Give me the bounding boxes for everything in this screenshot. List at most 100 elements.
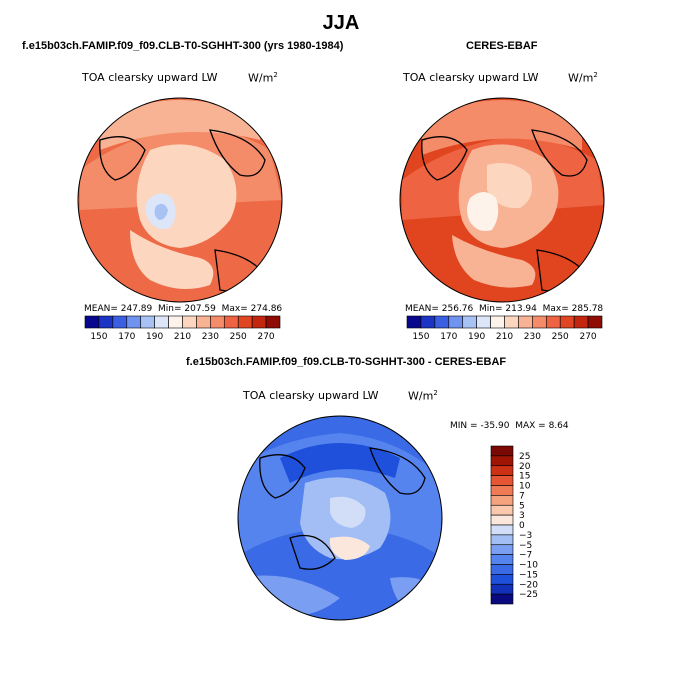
- colorbar-3-tick-label: 3: [519, 511, 525, 521]
- colorbar-1-swatch: [140, 315, 155, 329]
- colorbar-1-swatch: [237, 315, 253, 329]
- colorbar-2-tick-label: 210: [496, 332, 513, 342]
- colorbar-2-swatch: [490, 315, 505, 329]
- colorbar-1-swatch: [98, 315, 114, 329]
- colorbar-3-tick-label: −7: [519, 551, 532, 561]
- colorbar-3-swatch: [490, 544, 514, 555]
- map-border: [399, 97, 605, 303]
- panel-2-units: W/m2: [568, 71, 598, 85]
- colorbar-1-swatch: [210, 315, 225, 329]
- panel-1-title: f.e15b03ch.FAMIP.f09_f09.CLB-T0-SGHHT-30…: [22, 40, 344, 52]
- colorbar-3-swatch: [490, 475, 514, 486]
- colorbar-3-swatch: [490, 445, 514, 457]
- colorbar-3-tick-label: 5: [519, 501, 525, 511]
- colorbar-3-tick-label: 25: [519, 452, 530, 462]
- panel-3-units: W/m2: [408, 389, 438, 403]
- panel-2-stats: MEAN= 256.76 Min= 213.94 Max= 285.78: [405, 304, 604, 314]
- colorbar-1-swatch: [168, 315, 183, 329]
- colorbar-1-swatch: [154, 315, 169, 329]
- panel-2-colorbar: 150170190210230250270290: [406, 315, 603, 342]
- colorbar-3-swatch: [490, 514, 514, 526]
- colorbar-1-tick-label: 170: [118, 332, 135, 342]
- panel-3-stats: MIN = -35.90 MAX = 8.64: [450, 421, 569, 431]
- colorbar-2-swatch: [406, 315, 422, 329]
- panel-3-map: [237, 415, 443, 621]
- colorbar-3-swatch: [490, 465, 514, 476]
- colorbar-1-swatch: [196, 315, 211, 329]
- map-border: [237, 415, 443, 621]
- colorbar-1-tick-label: 210: [174, 332, 191, 342]
- colorbar-2-swatch: [518, 315, 533, 329]
- panel-1-map: [77, 97, 283, 303]
- colorbar-3-swatch: [490, 524, 514, 536]
- colorbar-3-tick-label: −5: [519, 541, 532, 551]
- colorbar-2-swatch: [462, 315, 477, 329]
- colorbar-2-swatch: [420, 315, 436, 329]
- panel-1-units: W/m2: [248, 71, 278, 85]
- panel-1-stats: MEAN= 247.89 Min= 207.59 Max= 274.86: [84, 304, 283, 314]
- colorbar-1-tick-label: 190: [146, 332, 163, 342]
- colorbar-3-swatch: [490, 583, 514, 595]
- colorbar-3-swatch: [490, 534, 514, 546]
- colorbar-2-swatch: [559, 315, 575, 329]
- colorbar-2-swatch: [476, 315, 491, 329]
- arctic-core: [487, 162, 533, 209]
- coastlines: [259, 447, 426, 570]
- region-b: [452, 235, 536, 288]
- colorbar-2-swatch: [545, 315, 561, 329]
- panel-2-title: CERES-EBAF: [466, 40, 538, 52]
- colorbar-3-tick-label: −25: [519, 590, 538, 600]
- colorbar-3-swatch: [490, 495, 514, 506]
- colorbar-1-tick-label: 230: [202, 332, 219, 342]
- colorbar-3-swatch: [490, 504, 514, 516]
- colorbar-1-swatch: [84, 315, 100, 329]
- colorbar-2-swatch: [434, 315, 450, 329]
- colorbar-2-tick-label: 190: [468, 332, 485, 342]
- colorbar-3-tick-label: 7: [519, 491, 525, 501]
- panel-3-title: f.e15b03ch.FAMIP.f09_f09.CLB-T0-SGHHT-30…: [186, 356, 507, 368]
- colorbar-3-tick-label: −20: [519, 580, 538, 590]
- greenland-low: [467, 192, 499, 231]
- band-b: [280, 443, 400, 483]
- colorbar-3-swatch: [490, 485, 514, 496]
- colorbar-1-swatch: [223, 315, 239, 329]
- colorbar-2-swatch: [504, 315, 519, 329]
- colorbar-3-tick-label: −10: [519, 561, 538, 571]
- colorbar-2-tick-label: 230: [524, 332, 541, 342]
- colorbar-1-swatch: [265, 315, 281, 329]
- panel-2-map: [399, 97, 605, 303]
- colorbar-2-tick-label: 250: [552, 332, 569, 342]
- colorbar-3-tick-label: −15: [519, 570, 538, 580]
- colorbar-1-tick-label: 150: [90, 332, 107, 342]
- colorbar-3-tick-label: 0: [519, 521, 525, 531]
- colorbar-2-swatch: [587, 315, 603, 329]
- colorbar-1-swatch: [112, 315, 128, 329]
- colorbar-2-swatch: [573, 315, 589, 329]
- colorbar-2-tick-label: 270: [579, 332, 596, 342]
- colorbar-2-tick-label: 150: [412, 332, 429, 342]
- panel-2-variable: TOA clearsky upward LW: [403, 71, 539, 84]
- arctic-core: [330, 496, 366, 528]
- colorbar-1-swatch: [251, 315, 267, 329]
- panel-3-variable: TOA clearsky upward LW: [243, 389, 379, 402]
- colorbar-2-swatch: [448, 315, 464, 329]
- colorbar-3-swatch: [490, 574, 514, 585]
- colorbar-3-swatch: [490, 554, 514, 565]
- colorbar-1-tick-label: 250: [230, 332, 247, 342]
- colorbar-2-tick-label: 170: [440, 332, 457, 342]
- map-border: [77, 97, 283, 303]
- greenland-core: [154, 203, 168, 220]
- positive-patch: [329, 536, 370, 560]
- colorbar-3-tick-label: 10: [519, 482, 531, 492]
- colorbar-3-tick-label: 15: [519, 472, 530, 482]
- colorbar-3-swatch: [490, 455, 514, 467]
- colorbar-3-tick-label: −3: [519, 531, 532, 541]
- panel-1-colorbar: 150170190210230250270290: [84, 315, 281, 342]
- colorbar-3-swatch: [490, 564, 514, 575]
- colorbar-3-swatch: [490, 593, 514, 605]
- colorbar-1-swatch: [182, 315, 197, 329]
- colorbar-1-swatch: [126, 315, 142, 329]
- band-mid: [422, 100, 582, 155]
- colorbar-2-swatch: [532, 315, 547, 329]
